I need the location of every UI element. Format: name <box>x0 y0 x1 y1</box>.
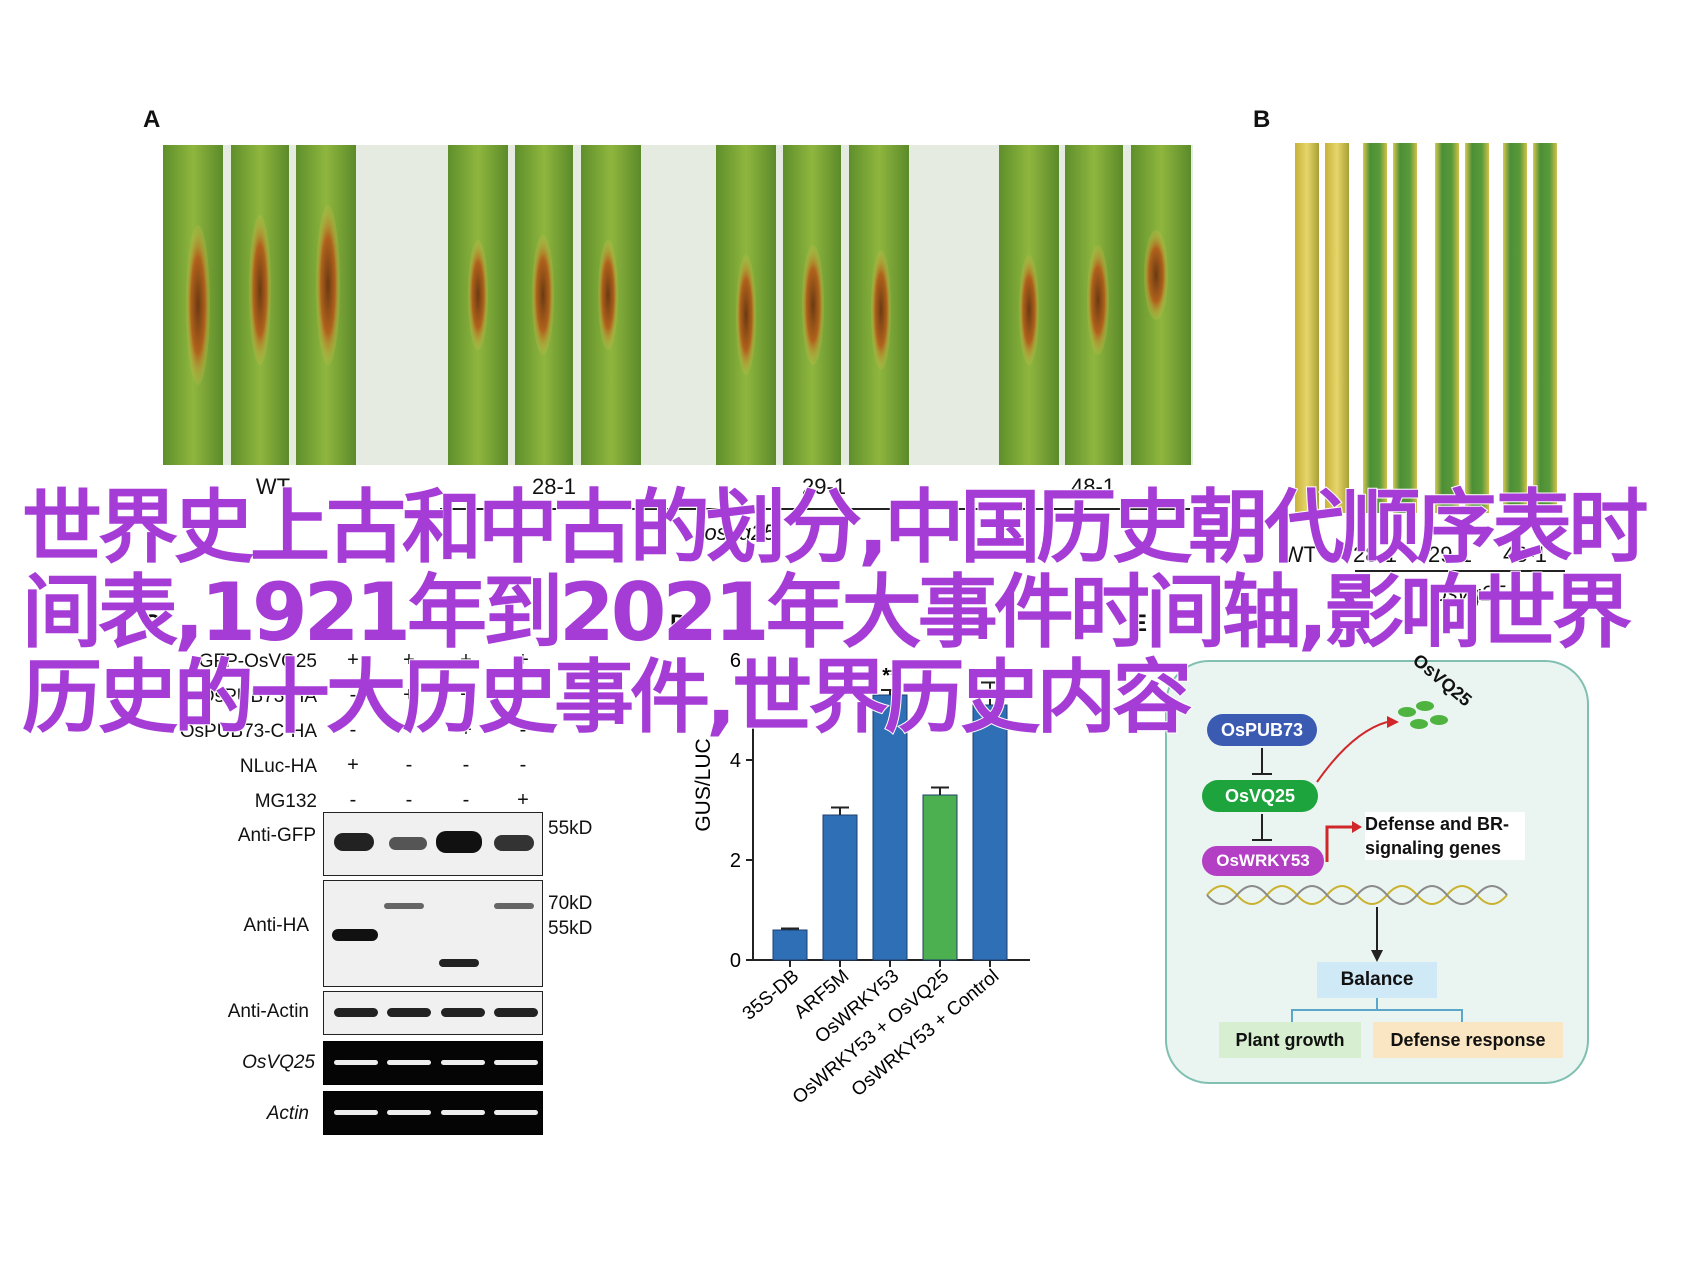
panel-a-group-bracket <box>440 508 1190 510</box>
panel-c-sign: + <box>460 649 472 671</box>
panel-c-sign: + <box>517 789 529 811</box>
blot-anti-gfp <box>323 812 543 876</box>
panel-d-bar-chart: GUS/LUC 024635S-DBARF5MOsWRKY53OsWRKY53 … <box>692 650 1030 1108</box>
marker-55kd: 55kD <box>548 918 593 939</box>
panel-a-line-28-1: 28-1 <box>531 474 577 499</box>
chart-bar <box>822 814 858 961</box>
panel-a-leaf-photo <box>163 145 1193 465</box>
panel-label-e: E <box>1131 610 1148 637</box>
panel-c-row-label: NLuc-HA <box>239 756 317 777</box>
panel-b-line-wt: WT <box>1282 542 1318 567</box>
panel-c-sign: + <box>403 684 415 706</box>
chart-bar <box>972 704 1008 961</box>
gel-osvq25 <box>323 1041 543 1085</box>
panel-label-a: A <box>143 106 161 133</box>
chart-bar <box>872 694 908 961</box>
panel-c-sign: - <box>349 684 357 706</box>
chart-bar <box>772 929 808 961</box>
panel-label-d: D <box>670 610 688 637</box>
chart-y-tick-label: 4 <box>730 750 741 772</box>
chart-category-label: 35S-DB <box>739 966 803 1025</box>
panel-c-sign: - <box>405 719 413 741</box>
panel-c-sign: - <box>462 754 470 776</box>
panel-b-leaf-photo <box>1287 143 1565 513</box>
panel-c-sign: + <box>460 719 472 741</box>
panel-c-row-label: OsPUB73-HA <box>199 686 317 707</box>
panel-b-line-48-1: 48-1 <box>1502 542 1548 567</box>
panel-c-sign: - <box>349 719 357 741</box>
node-defense-response: Defense response <box>1373 1022 1563 1058</box>
node-target-genes: Defense and BR-signaling genes <box>1365 812 1525 860</box>
panel-c-sign: + <box>347 754 359 776</box>
blot-label-anti-gfp: Anti-GFP <box>237 825 316 846</box>
panel-c-sign: + <box>517 649 529 671</box>
panel-c-sign: + <box>460 684 472 706</box>
marker-55kd: 55kD <box>548 818 593 839</box>
panel-b-group-label: osvq25 <box>1434 581 1506 606</box>
panel-label-b: B <box>1253 106 1271 133</box>
panel-b-group-bracket <box>1355 570 1565 572</box>
blot-label-actin: Actin <box>266 1103 309 1124</box>
panel-b-line-28-1: 28-1 <box>1352 542 1398 567</box>
chart-y-tick-label: 2 <box>730 850 741 872</box>
diagram-arrows <box>1206 701 1508 1022</box>
blot-label-anti-actin: Anti-Actin <box>227 1001 309 1022</box>
panel-a-line-48-1: 48-1 <box>1070 474 1116 499</box>
panel-c-sign: + <box>403 649 415 671</box>
panel-c-sign: - <box>519 754 527 776</box>
panel-c-sign: - <box>405 754 413 776</box>
panel-c-row-label: GFP-OsVQ25 <box>198 651 317 672</box>
panel-c-sign: - <box>519 719 527 741</box>
chart-bar <box>922 794 958 961</box>
blot-anti-actin <box>323 991 543 1035</box>
panel-c-sign: - <box>349 789 357 811</box>
panel-c-sign: - <box>405 789 413 811</box>
panel-c-sign: - <box>519 684 527 706</box>
chart-y-tick-label: 6 <box>730 650 741 672</box>
panel-a-line-wt: WT <box>255 474 291 499</box>
marker-70kd: 70kD <box>548 893 593 914</box>
panel-e-model-diagram: OsPUB73 OsVQ25 OsVQ25 OsWRKY53 Defense a… <box>1165 650 1589 1084</box>
panel-c-row-label: MG132 <box>254 791 317 812</box>
panel-a-line-29-1: 29-1 <box>801 474 847 499</box>
node-oswrky53: OsWRKY53 <box>1202 846 1324 876</box>
panel-b-line-29-1: 29-1 <box>1427 542 1473 567</box>
node-ospub73: OsPUB73 <box>1207 714 1317 746</box>
overlay-title: 世界史上古和中古的划分,中国历史朝代顺序表时间表,1921年到2021年大事件时… <box>21 481 1649 744</box>
node-balance: Balance <box>1317 962 1437 998</box>
chart-y-axis-label: GUS/LUC <box>692 738 715 831</box>
blot-anti-ha <box>323 880 543 987</box>
blot-label-osvq25: OsVQ25 <box>242 1052 315 1073</box>
chart-y-tick-label: 0 <box>730 950 741 972</box>
node-plant-growth: Plant growth <box>1219 1022 1361 1058</box>
chart-significance-label: ** <box>882 665 898 687</box>
blot-label-anti-ha: Anti-HA <box>243 915 309 936</box>
panel-a-group-label: osvq25 <box>704 520 776 545</box>
panel-c-row-label: OsPUB73-C-HA <box>179 721 317 742</box>
panel-label-c: C <box>143 610 161 637</box>
node-osvq25: OsVQ25 <box>1202 780 1318 812</box>
panel-c-sign: + <box>347 649 359 671</box>
panel-c-sign: - <box>462 789 470 811</box>
gel-actin <box>323 1091 543 1135</box>
